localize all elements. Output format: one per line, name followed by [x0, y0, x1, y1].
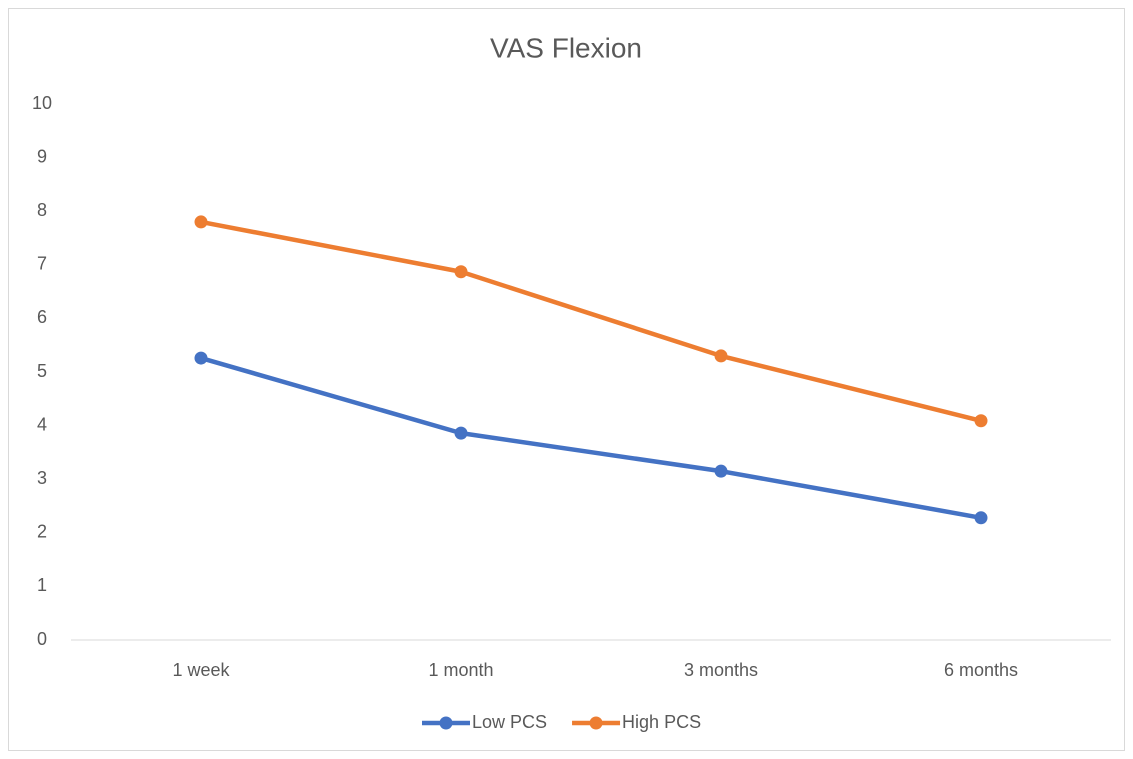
data-point — [714, 464, 728, 478]
series-line — [198, 219, 984, 424]
y-tick-label: 5 — [37, 361, 47, 381]
series-line — [198, 355, 984, 521]
legend-label: High PCS — [622, 712, 701, 732]
data-point — [714, 349, 728, 363]
legend-label: Low PCS — [472, 712, 547, 732]
data-point — [974, 511, 988, 525]
chart-border — [8, 8, 1125, 751]
data-point — [974, 414, 988, 428]
y-tick-label: 3 — [37, 468, 47, 488]
y-tick-label: 4 — [37, 414, 47, 434]
chart-title: VAS Flexion — [490, 32, 642, 63]
y-tick-label: 0 — [37, 629, 47, 649]
y-tick-label: 8 — [37, 200, 47, 220]
y-tick-label: 6 — [37, 307, 47, 327]
data-point — [194, 215, 208, 229]
y-tick-label: 1 — [37, 575, 47, 595]
y-tick-label: 2 — [37, 522, 47, 542]
data-point — [194, 351, 208, 365]
y-tick-label: 9 — [37, 146, 47, 166]
x-tick-label: 1 month — [428, 660, 493, 680]
y-tick-label: 10 — [32, 93, 52, 113]
legend-marker — [439, 716, 453, 730]
data-point — [454, 426, 468, 440]
legend-marker — [589, 716, 603, 730]
data-point — [454, 265, 468, 279]
x-tick-label: 6 months — [944, 660, 1018, 680]
x-tick-label: 3 months — [684, 660, 758, 680]
x-tick-label: 1 week — [172, 660, 230, 680]
y-tick-label: 7 — [37, 254, 47, 274]
